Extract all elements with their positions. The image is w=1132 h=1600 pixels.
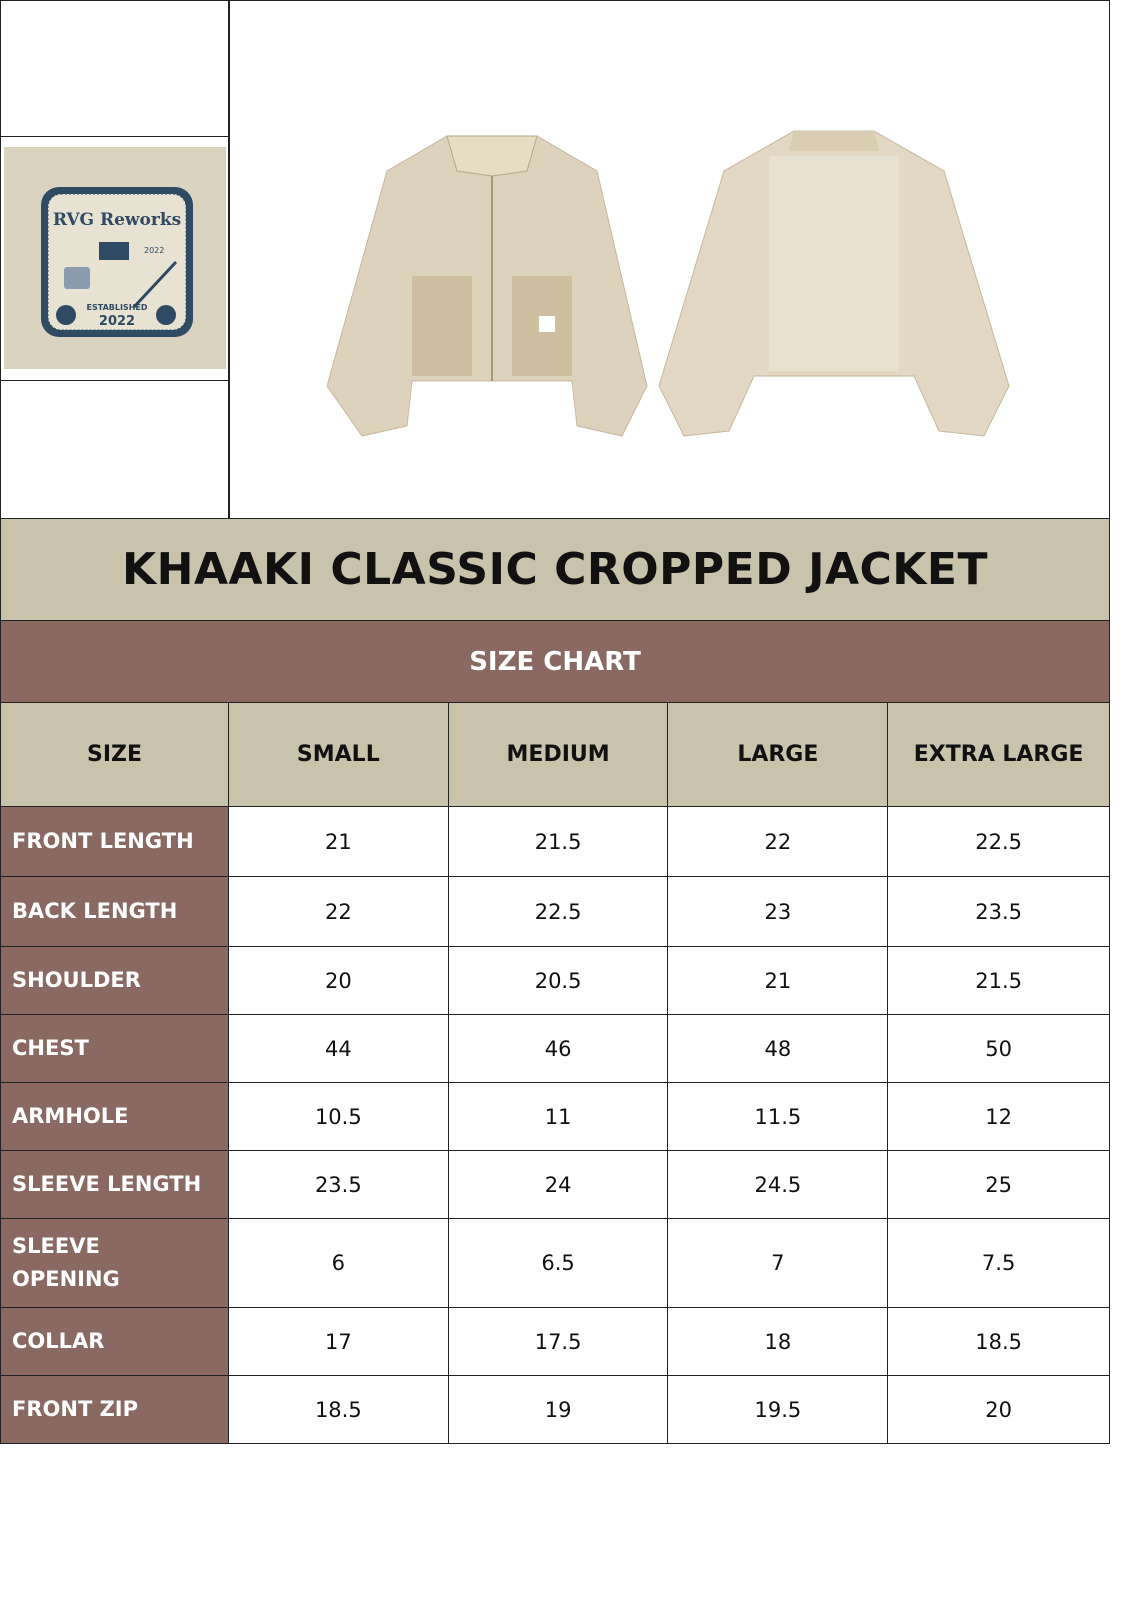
table-cell: 21.5	[447, 806, 669, 877]
table-row: SHOULDER 20 20.5 21 21.5	[0, 946, 1110, 1015]
table-cell: 11.5	[667, 1082, 889, 1151]
table-cell: 20	[887, 1375, 1110, 1444]
svg-text:RVG Reworks: RVG Reworks	[53, 210, 181, 230]
row-label: COLLAR	[0, 1307, 229, 1376]
jacket-back-image	[658, 130, 1010, 437]
table-cell: 22.5	[887, 806, 1110, 877]
table-cell: 22	[227, 876, 449, 947]
table-cell: 22.5	[447, 876, 669, 947]
table-cell: 22	[667, 806, 889, 877]
table-cell: 18	[667, 1307, 889, 1376]
row-label: CHEST	[0, 1014, 229, 1083]
row-label: FRONT ZIP	[0, 1375, 229, 1444]
table-row: SLEEVE LENGTH 23.5 24 24.5 25	[0, 1150, 1110, 1219]
table-cell: 11	[447, 1082, 669, 1151]
table-cell: 19	[447, 1375, 669, 1444]
table-cell: 23.5	[227, 1150, 449, 1219]
row-label: SLEEVE LENGTH	[0, 1150, 229, 1219]
size-chart-table: SIZE SMALL MEDIUM LARGE EXTRA LARGE FRON…	[0, 702, 1110, 1444]
row-label: FRONT LENGTH	[0, 806, 229, 877]
row-label: BACK LENGTH	[0, 876, 229, 947]
svg-text:2022: 2022	[99, 314, 135, 329]
product-image-box	[228, 0, 1110, 519]
table-cell: 24	[447, 1150, 669, 1219]
table-cell: 50	[887, 1014, 1110, 1083]
logo-box: RVG Reworks 2022 ESTABLISHED 2022	[0, 136, 230, 381]
header-small: SMALL	[227, 702, 449, 807]
table-cell: 20.5	[447, 946, 669, 1015]
table-cell: 25	[887, 1150, 1110, 1219]
table-cell: 20	[227, 946, 449, 1015]
table-cell: 6.5	[447, 1218, 669, 1308]
table-row: COLLAR 17 17.5 18 18.5	[0, 1307, 1110, 1376]
table-cell: 6	[227, 1218, 449, 1308]
table-row: ARMHOLE 10.5 11 11.5 12	[0, 1082, 1110, 1151]
rvg-reworks-logo: RVG Reworks 2022 ESTABLISHED 2022	[4, 147, 226, 369]
table-cell: 17.5	[447, 1307, 669, 1376]
header-size: SIZE	[0, 702, 229, 807]
header-medium: MEDIUM	[447, 702, 669, 807]
table-cell: 46	[447, 1014, 669, 1083]
table-cell: 21	[227, 806, 449, 877]
table-cell: 18.5	[227, 1375, 449, 1444]
table-cell: 12	[887, 1082, 1110, 1151]
svg-text:ESTABLISHED: ESTABLISHED	[87, 303, 148, 312]
header-row: SIZE SMALL MEDIUM LARGE EXTRA LARGE	[0, 702, 1110, 807]
table-row: CHEST 44 46 48 50	[0, 1014, 1110, 1083]
table-cell: 21.5	[887, 946, 1110, 1015]
table-cell: 48	[667, 1014, 889, 1083]
row-label: ARMHOLE	[0, 1082, 229, 1151]
table-cell: 23	[667, 876, 889, 947]
header-extra-large: EXTRA LARGE	[887, 702, 1110, 807]
table-row: FRONT ZIP 18.5 19 19.5 20	[0, 1375, 1110, 1444]
table-row: BACK LENGTH 22 22.5 23 23.5	[0, 876, 1110, 947]
table-cell: 21	[667, 946, 889, 1015]
table-cell: 7	[667, 1218, 889, 1308]
product-title: KHAAKI CLASSIC CROPPED JACKET	[0, 518, 1110, 621]
bottom-left-empty-box	[0, 380, 230, 519]
table-cell: 17	[227, 1307, 449, 1376]
table-cell: 10.5	[227, 1082, 449, 1151]
table-cell: 18.5	[887, 1307, 1110, 1376]
table-cell: 24.5	[667, 1150, 889, 1219]
row-label: SLEEVE OPENING	[0, 1218, 229, 1308]
header-large: LARGE	[667, 702, 889, 807]
table-cell: 7.5	[887, 1218, 1110, 1308]
row-label: SHOULDER	[0, 946, 229, 1015]
svg-text:2022: 2022	[144, 246, 164, 255]
jacket-front-image	[327, 135, 648, 437]
top-left-empty-box	[0, 0, 230, 137]
size-chart-heading: SIZE CHART	[0, 620, 1110, 703]
table-cell: 19.5	[667, 1375, 889, 1444]
table-row: FRONT LENGTH 21 21.5 22 22.5	[0, 806, 1110, 877]
table-cell: 44	[227, 1014, 449, 1083]
table-cell: 23.5	[887, 876, 1110, 947]
table-row: SLEEVE OPENING 6 6.5 7 7.5	[0, 1218, 1110, 1308]
